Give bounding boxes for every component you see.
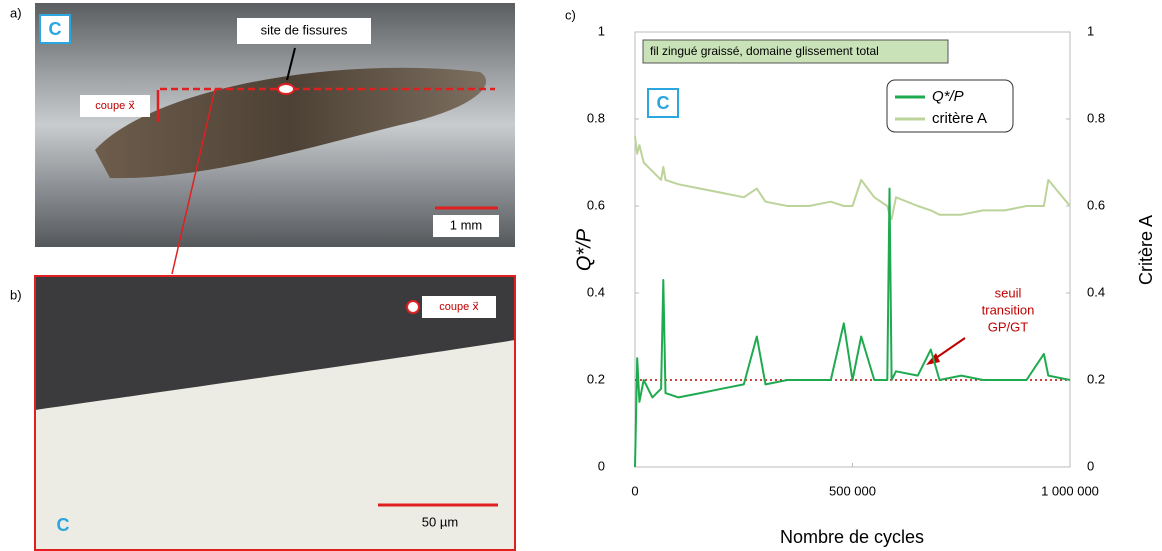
y2-tick-label: 1 bbox=[1087, 23, 1094, 38]
scale-label: 50 µm bbox=[422, 514, 458, 529]
crack-site bbox=[277, 83, 295, 95]
section-symbol bbox=[406, 300, 420, 314]
legend-label: Q*/P bbox=[932, 88, 964, 105]
panel-label: c) bbox=[565, 7, 576, 22]
threshold-label: seuil bbox=[995, 285, 1022, 300]
frame bbox=[34, 275, 516, 551]
callout-box bbox=[237, 18, 371, 44]
y2-tick-label: 0 bbox=[1087, 458, 1094, 473]
series-line bbox=[634, 187, 1071, 468]
y2-tick-label: 0.4 bbox=[1087, 284, 1105, 299]
link-arrow bbox=[171, 88, 216, 275]
y2-tick-label: 0.2 bbox=[1087, 371, 1105, 386]
annotation-box bbox=[642, 39, 949, 64]
panel-label: a) bbox=[10, 5, 22, 20]
wear-scar bbox=[95, 67, 487, 179]
y-tick-label: 0 bbox=[598, 458, 605, 473]
y-tick-label: 1 bbox=[598, 23, 605, 38]
threshold-label: GP/GT bbox=[988, 319, 1029, 334]
badge-text: C bbox=[57, 515, 70, 535]
annotation: fil zingué graissé, domaine glissement t… bbox=[650, 44, 879, 58]
label-box bbox=[80, 95, 150, 117]
arrow bbox=[286, 47, 296, 81]
x-axis-label: Nombre de cycles bbox=[780, 527, 924, 547]
x-tick-label: 0 bbox=[631, 483, 638, 498]
y-tick-label: 0.4 bbox=[587, 284, 605, 299]
mount-resin bbox=[35, 276, 515, 410]
y-axis-label: Q*/P bbox=[573, 228, 595, 271]
scale-label: 1 mm bbox=[450, 217, 483, 232]
label-box bbox=[422, 296, 496, 318]
threshold-label: transition bbox=[982, 302, 1035, 317]
badge-text: C bbox=[657, 93, 670, 113]
legend-label: critère A bbox=[932, 110, 987, 127]
y2-tick-label: 0.6 bbox=[1087, 197, 1105, 212]
scale-box bbox=[433, 215, 499, 237]
section-label: coupe x⃗ bbox=[95, 100, 135, 112]
badge-text: C bbox=[49, 19, 62, 39]
threshold-arrow bbox=[932, 337, 966, 361]
x-tick-label: 500 000 bbox=[829, 483, 876, 498]
badge bbox=[39, 14, 71, 44]
y2-axis-label: Critère A bbox=[1136, 215, 1156, 285]
series-line bbox=[634, 136, 1071, 221]
y2-tick-label: 0.8 bbox=[1087, 110, 1105, 125]
y-tick-label: 0.2 bbox=[587, 371, 605, 386]
y-tick-label: 0.8 bbox=[587, 110, 605, 125]
callout: site de fissures bbox=[261, 22, 348, 37]
y-tick-label: 0.6 bbox=[587, 197, 605, 212]
x-tick-label: 1 000 000 bbox=[1041, 483, 1099, 498]
panel-label: b) bbox=[10, 287, 22, 302]
section-label: coupe x⃗ bbox=[439, 301, 479, 313]
badge bbox=[647, 88, 679, 118]
